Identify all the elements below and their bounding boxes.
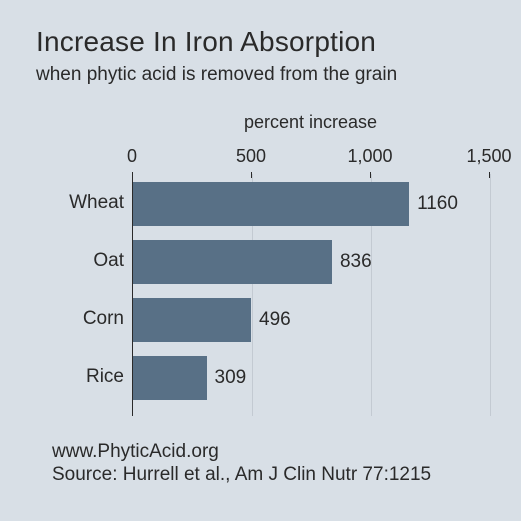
plot-area: 1160 836 496 309 <box>132 174 489 416</box>
bar-value-label: 1160 <box>417 193 458 215</box>
bar-value-label: 309 <box>215 367 247 389</box>
category-label: Rice <box>38 366 124 388</box>
bar-value-label: 496 <box>259 309 291 331</box>
bar-row: 836 <box>133 240 489 284</box>
x-tick-label: 500 <box>236 146 266 167</box>
bar-row: 1160 <box>133 182 489 226</box>
x-axis-title: percent increase <box>244 112 377 133</box>
chart-subtitle: when phytic acid is removed from the gra… <box>36 64 397 86</box>
bar <box>133 298 251 342</box>
bar <box>133 182 409 226</box>
bar <box>133 356 207 400</box>
bar-row: 496 <box>133 298 489 342</box>
bar-value-label: 836 <box>340 251 372 273</box>
category-label: Oat <box>38 250 124 272</box>
chart-footer: www.PhyticAcid.org Source: Hurrell et al… <box>52 440 431 486</box>
chart-title: Increase In Iron Absorption <box>36 26 376 58</box>
bar <box>133 240 332 284</box>
x-tick-label: 0 <box>127 146 137 167</box>
category-label: Corn <box>38 308 124 330</box>
x-tick-label: 1,000 <box>347 146 392 167</box>
footer-source: Source: Hurrell et al., Am J Clin Nutr 7… <box>52 463 431 486</box>
footer-url: www.PhyticAcid.org <box>52 440 431 463</box>
bar-row: 309 <box>133 356 489 400</box>
gridline <box>490 174 491 416</box>
x-tick-label: 1,500 <box>466 146 511 167</box>
bar-chart: 05001,0001,500 1160836496309 WheatOatCor… <box>38 136 489 416</box>
category-label: Wheat <box>38 192 124 214</box>
